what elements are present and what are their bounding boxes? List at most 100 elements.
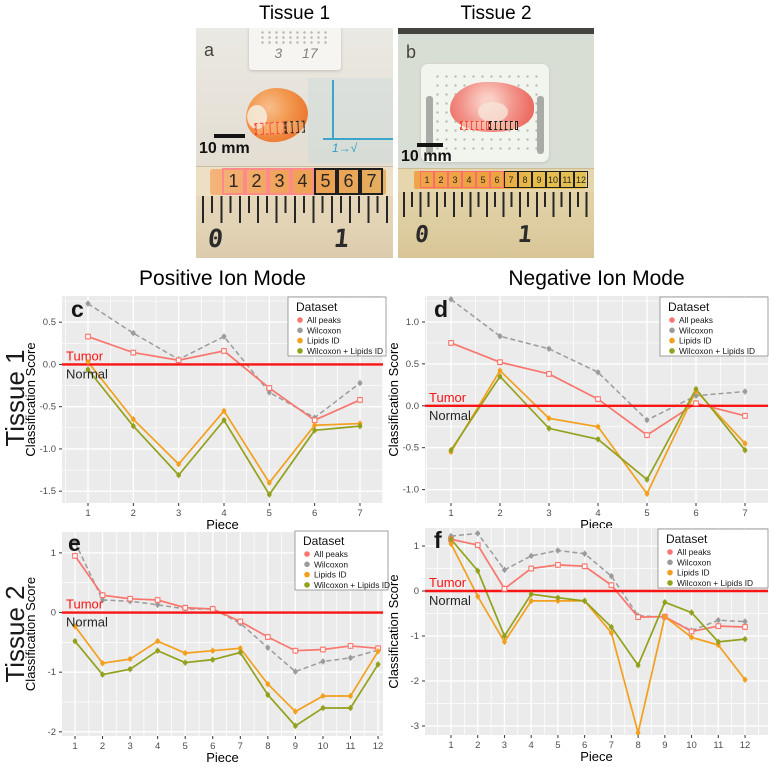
marker-wilcoxon — [497, 333, 503, 339]
piece-box: 4 — [462, 171, 476, 188]
marker-all-peaks — [581, 563, 588, 570]
series-line-wilcoxon — [74, 541, 379, 673]
legend-marker-all-peaks — [669, 317, 675, 323]
x-tick-label: 9 — [662, 740, 667, 751]
marker-lipids-id — [85, 359, 91, 365]
marker-wilcoxon-lipids-id — [693, 386, 699, 392]
marker-lipids-id — [475, 594, 481, 599]
panel-label-b: b — [406, 42, 417, 62]
marker-wilcoxon-lipids-id — [555, 595, 561, 601]
x-tick-label: 11 — [346, 741, 356, 752]
marker-lipids-id — [609, 630, 614, 636]
piece-box: 5 — [314, 168, 337, 195]
ruler-number: 1 — [516, 222, 534, 248]
series-line-wilcoxon-lipids-id — [74, 640, 379, 727]
x-tick-label: 5 — [267, 508, 272, 519]
y-tick-label: 0.5 — [43, 317, 56, 328]
scale-bar-label: 10 mm — [199, 140, 250, 157]
marker-lipids-id — [238, 646, 243, 651]
marker-lipids-id — [348, 693, 353, 699]
legend-item-wilcoxon: Wilcoxon — [679, 325, 713, 335]
x-tick-label: 6 — [210, 741, 215, 752]
x-tick-label: 1 — [448, 740, 453, 751]
marker-wilcoxon-lipids-id — [644, 477, 650, 482]
x-tick-label: 6 — [693, 508, 698, 519]
normal-label: Normal — [429, 408, 471, 423]
scale-bar-label-2: 10 mm — [401, 148, 452, 165]
glass-slide — [308, 78, 393, 163]
photo-title-tissue2: Tissue 2 — [460, 3, 532, 24]
y-tick-label: 0 — [51, 608, 56, 619]
marker-wilcoxon — [595, 369, 601, 375]
tissue-strip-band-2 — [414, 171, 586, 189]
legend-item-lipids-id: Lipids ID — [307, 336, 340, 346]
series-line-all-peaks — [74, 555, 379, 652]
photo-a-overview: 3 17 a 1→√ 10 mm — [196, 28, 393, 166]
y-tick-label: -2 — [48, 727, 56, 738]
series-line-all-peaks — [450, 538, 746, 633]
marker-wilcoxon-lipids-id — [582, 598, 587, 604]
legend-title: Dataset — [666, 532, 708, 546]
marker-wilcoxon — [546, 346, 552, 352]
legend-marker-all-peaks — [297, 317, 303, 323]
panel-label-a: a — [204, 40, 215, 60]
ruler-b: 0 1 — [398, 192, 594, 258]
marker-wilcoxon-lipids-id — [320, 705, 326, 711]
x-tick-label: 3 — [176, 508, 181, 519]
y-tick-label: -1.0 — [40, 444, 56, 455]
marker-lipids-id — [502, 639, 507, 645]
y-tick-label: 1 — [51, 548, 56, 559]
marker-lipids-id — [635, 730, 641, 736]
marker-wilcoxon-lipids-id — [609, 624, 614, 630]
legend-marker-wilcoxon — [304, 561, 310, 568]
x-tick-label: 10 — [318, 741, 329, 752]
marker-lipids-id — [267, 480, 272, 486]
ruler-number: 1 — [332, 224, 351, 253]
x-tick-label: 7 — [357, 508, 362, 519]
marker-all-peaks — [266, 385, 273, 391]
x-tick-label: 4 — [529, 740, 534, 751]
marker-lipids-id — [528, 598, 534, 604]
x-tick-label: 11 — [713, 740, 723, 751]
ruler-number: 0 — [413, 222, 431, 248]
ruler-a: 0 1 — [196, 196, 393, 258]
x-axis-title: Piece — [580, 749, 613, 764]
x-tick-label: 9 — [293, 741, 298, 752]
marker-wilcoxon — [221, 334, 227, 339]
legend-item-all-peaks: All peaks — [677, 547, 711, 557]
marker-all-peaks — [357, 397, 363, 403]
tissue-cassette: 3 17 — [249, 28, 341, 70]
marker-wilcoxon-lipids-id — [716, 639, 721, 645]
marker-wilcoxon — [644, 417, 650, 423]
marker-wilcoxon — [348, 655, 353, 661]
y-tick-label: 0.0 — [43, 359, 56, 370]
marker-all-peaks — [72, 553, 78, 559]
legend-marker-wilcoxon — [669, 327, 675, 334]
marker-lipids-id — [742, 441, 748, 446]
legend-title: Dataset — [303, 534, 345, 548]
marker-all-peaks — [347, 643, 354, 649]
marker-wilcoxon-lipids-id — [528, 591, 534, 597]
legend-item-wilcoxon: Wilcoxon — [677, 557, 711, 567]
legend-item-lipids-id: Lipids ID — [314, 570, 347, 580]
legend-marker-lipids-id — [297, 337, 303, 344]
marker-all-peaks — [311, 417, 318, 424]
marker-wilcoxon — [742, 389, 748, 394]
x-tick-label: 2 — [100, 741, 105, 752]
normal-label: Normal — [66, 615, 108, 630]
y-tick-label: -3 — [411, 721, 419, 732]
marker-wilcoxon-lipids-id — [221, 417, 227, 423]
series-line-wilcoxon — [450, 532, 746, 632]
sampling-strip-red — [254, 121, 285, 136]
y-tick-label: 0 — [414, 586, 419, 597]
y-axis-title: Classification Score — [386, 574, 401, 688]
marker-wilcoxon — [742, 619, 748, 624]
marker-all-peaks — [528, 565, 535, 572]
x-tick-label: 8 — [265, 741, 270, 752]
normal-label: Normal — [66, 366, 108, 381]
legend-item-wilcoxon-lipids-id: Wilcoxon + Lipids ID — [314, 580, 390, 590]
